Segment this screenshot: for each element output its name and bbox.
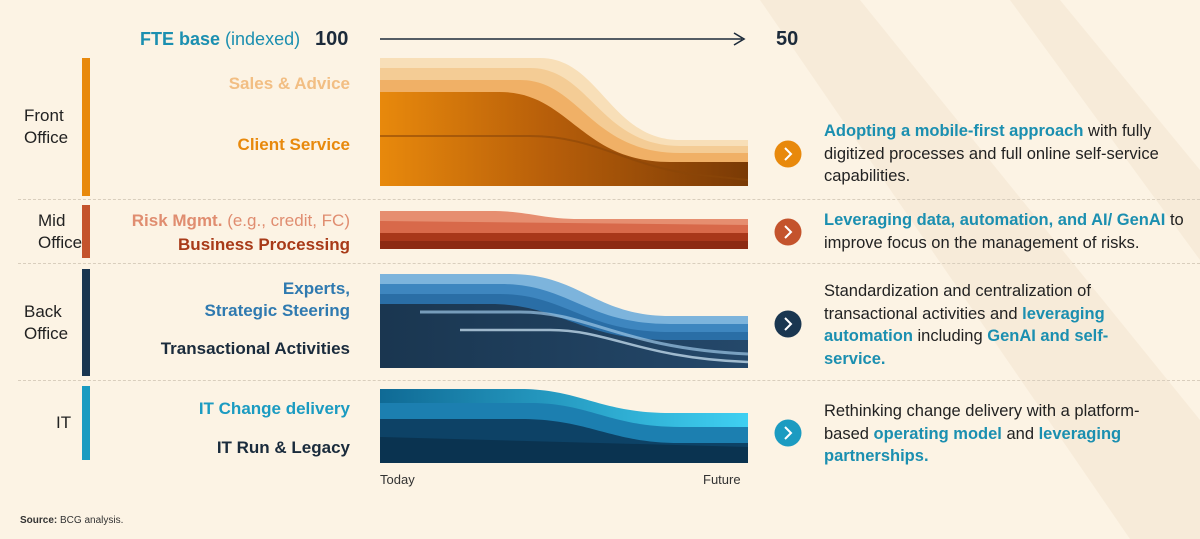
- desc-text: Standardization and centralization of tr…: [824, 282, 1091, 323]
- axis-label-today: Today: [380, 472, 415, 487]
- mid-office-bar: [82, 205, 90, 258]
- risk-mgmt-band-mid: [380, 221, 748, 233]
- desc-text: with fully digitized processes and full …: [824, 122, 1159, 185]
- chevron-right-icon: [774, 419, 802, 447]
- front-office-bar: [82, 58, 90, 196]
- desc-highlight: leveraging automation: [824, 304, 1105, 346]
- front-office-description: Adopting a mobile-first approach with fu…: [824, 120, 1174, 188]
- transactional-stream-2: [460, 328, 748, 364]
- section-name-line1: Front: [24, 106, 64, 125]
- section-name-line1: Mid: [38, 211, 66, 230]
- source-label: Source:: [20, 515, 58, 526]
- chevron-right-icon: [774, 218, 802, 246]
- it-description: Rethinking change delivery with a platfo…: [824, 400, 1164, 468]
- business-processing-band-dark: [380, 241, 748, 249]
- section-mid-office: Mid Office: [38, 210, 82, 254]
- back-office-description: Standardization and centralization of tr…: [824, 280, 1154, 370]
- mid-office-flow: [380, 211, 748, 249]
- it-flow: [380, 389, 748, 463]
- desc-text: and: [1001, 424, 1039, 443]
- row-label-experts: Experts,: [282, 279, 350, 298]
- chevron-right-icon: [774, 140, 802, 168]
- it-run-band-dark: [380, 437, 748, 463]
- row-label-it-change: IT Change delivery: [198, 399, 350, 418]
- desc-highlight: Adopting a mobile-first approach: [824, 122, 1084, 140]
- back-office-bar: [82, 269, 90, 376]
- section-name-line2: Office: [24, 128, 69, 147]
- section-name-line2: Office: [24, 324, 69, 343]
- desc-text: including: [912, 327, 988, 345]
- row-label-it-run: IT Run & Legacy: [216, 438, 350, 457]
- fte-start-value: 100: [315, 28, 349, 50]
- section-name-line1: IT: [56, 413, 72, 432]
- section-back-office: Back Office: [24, 301, 68, 345]
- desc-highlight: GenAI and self-service.: [824, 327, 1109, 368]
- row-label-sales-advice: Sales & Advice: [228, 74, 350, 93]
- transactional-band: [380, 304, 748, 368]
- fte-base-label: FTE base (indexed): [140, 29, 300, 50]
- desc-text: to improve focus on the management of ri…: [824, 211, 1184, 252]
- source-note: Source: BCG analysis.: [20, 515, 123, 526]
- section-front-office: Front Office: [24, 105, 68, 149]
- desc-text: Rethinking change delivery with a platfo…: [824, 402, 1140, 443]
- divider: [18, 263, 1200, 264]
- divider: [18, 380, 1200, 381]
- axis-label-future: Future: [703, 472, 741, 487]
- it-bar: [82, 386, 90, 460]
- row-label-strategic-steering: Strategic Steering: [204, 301, 351, 320]
- fte-base-label-indexed: (indexed): [225, 29, 301, 49]
- section-name-line1: Back: [24, 302, 62, 321]
- chevron-right-icon: [774, 310, 802, 338]
- risk-mgmt-title: Risk Mgmt.: [131, 211, 223, 230]
- client-service-stream: [380, 135, 748, 181]
- row-label-transactional: Transactional Activities: [160, 339, 350, 358]
- risk-mgmt-note: (e.g., credit, FC): [227, 211, 350, 230]
- front-office-flow: [380, 58, 748, 186]
- row-label-risk-mgmt: Risk Mgmt. (e.g., credit, FC): [132, 210, 350, 232]
- row-label-business-processing: Business Processing: [178, 235, 350, 254]
- arrow-right-icon: [380, 32, 746, 46]
- mid-office-description: Leveraging data, automation, and AI/ Gen…: [824, 209, 1194, 254]
- desc-highlight: leveraging partnerships.: [824, 424, 1122, 466]
- back-office-flow: [380, 274, 748, 368]
- fte-end-value: 50: [776, 28, 799, 50]
- divider: [18, 199, 1200, 200]
- section-name-line2: Office: [38, 233, 83, 252]
- row-label-client-service: Client Service: [237, 135, 350, 154]
- fte-base-label-bold: FTE base: [140, 29, 221, 49]
- transactional-stream-1: [420, 310, 748, 356]
- desc-highlight: Leveraging data, automation, and AI/ Gen…: [824, 211, 1166, 229]
- section-it: IT: [56, 412, 71, 434]
- source-text: BCG analysis.: [60, 515, 124, 526]
- desc-highlight: operating model: [873, 424, 1002, 443]
